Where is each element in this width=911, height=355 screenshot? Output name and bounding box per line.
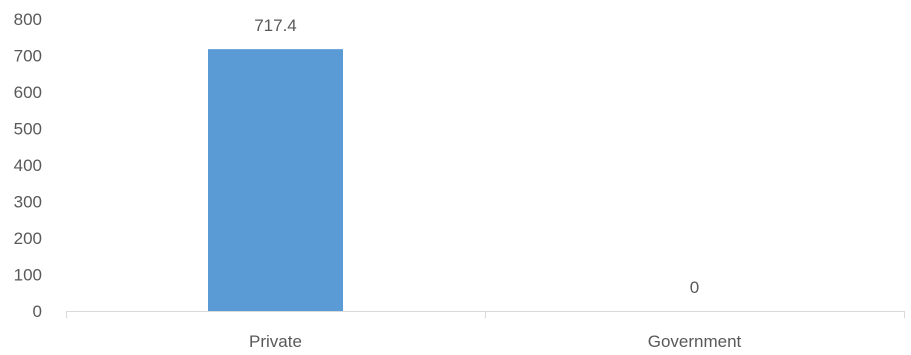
- y-tick-label: 300: [14, 193, 42, 212]
- bar-private: [208, 49, 343, 312]
- y-axis-tick-labels: 0 100 200 300 400 500 600 700 800: [14, 10, 42, 321]
- data-labels: 717.40: [254, 16, 699, 297]
- category-label-government: Government: [648, 332, 742, 351]
- category-label-private: Private: [249, 332, 302, 351]
- y-tick-label: 200: [14, 229, 42, 248]
- x-axis-tick-marks: [66, 311, 905, 318]
- category-labels: Private Government: [249, 332, 742, 351]
- y-tick-label: 700: [14, 47, 42, 66]
- data-label-private: 717.4: [254, 16, 297, 35]
- y-tick-label: 600: [14, 83, 42, 102]
- data-label-government: 0: [690, 278, 699, 297]
- y-tick-label: 400: [14, 156, 42, 175]
- y-tick-label: 500: [14, 120, 42, 139]
- y-tick-label: 800: [14, 10, 42, 29]
- y-tick-label: 100: [14, 266, 42, 285]
- bars: [208, 49, 343, 312]
- y-tick-label: 0: [33, 302, 42, 321]
